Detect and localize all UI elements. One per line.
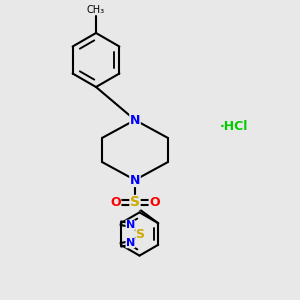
Text: S: S <box>130 196 140 209</box>
Text: N: N <box>126 238 135 248</box>
Text: ·HCl: ·HCl <box>220 119 248 133</box>
Text: N: N <box>130 113 140 127</box>
Text: N: N <box>126 220 135 230</box>
Text: O: O <box>149 196 160 209</box>
Text: N: N <box>130 173 140 187</box>
Text: O: O <box>110 196 121 209</box>
Text: CH₃: CH₃ <box>87 5 105 15</box>
Text: S: S <box>135 227 144 241</box>
